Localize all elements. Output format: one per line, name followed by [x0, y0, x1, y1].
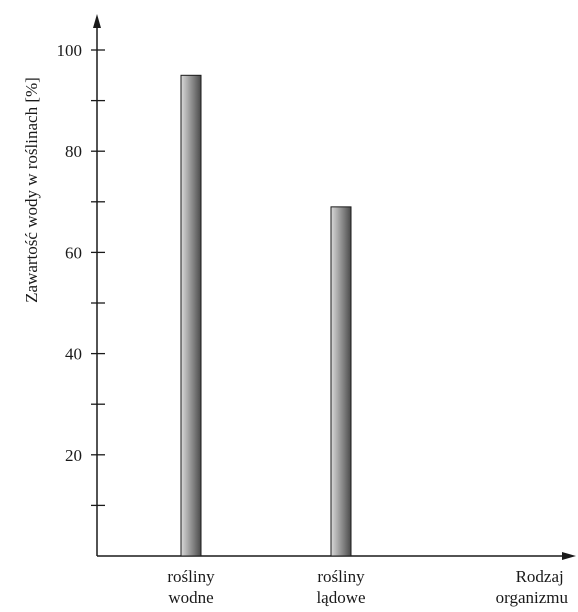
category-label-1: rośliny wodne — [167, 567, 215, 607]
y-tick-label: 100 — [57, 41, 83, 60]
y-tick-label: 40 — [65, 345, 82, 364]
category-label-line: wodne — [168, 588, 213, 607]
y-axis: 20 40 60 80 100 — [57, 14, 105, 556]
x-axis-arrow — [562, 552, 576, 560]
y-axis-arrow — [93, 14, 101, 28]
bar-1 — [180, 74, 202, 557]
category-label-2: rośliny lądowe — [316, 567, 365, 607]
category-label-line: rośliny — [167, 567, 215, 586]
y-axis-title: Zawartość wody w roślinach [%] — [22, 77, 41, 303]
x-axis-title-line-2: organizmu — [496, 588, 569, 607]
category-labels: rośliny wodne rośliny lądowe — [167, 567, 365, 607]
x-axis-title-line-1: Rodzaj — [516, 567, 564, 586]
x-axis-title: Rodzaj organizmu — [496, 567, 569, 607]
bar-2 — [330, 206, 352, 557]
y-tick-label: 60 — [65, 243, 82, 262]
category-label-line: rośliny — [317, 567, 365, 586]
category-label-line: lądowe — [316, 588, 365, 607]
y-tick-label: 80 — [65, 142, 82, 161]
y-tick-label: 20 — [65, 446, 82, 465]
bars-group — [180, 74, 352, 557]
